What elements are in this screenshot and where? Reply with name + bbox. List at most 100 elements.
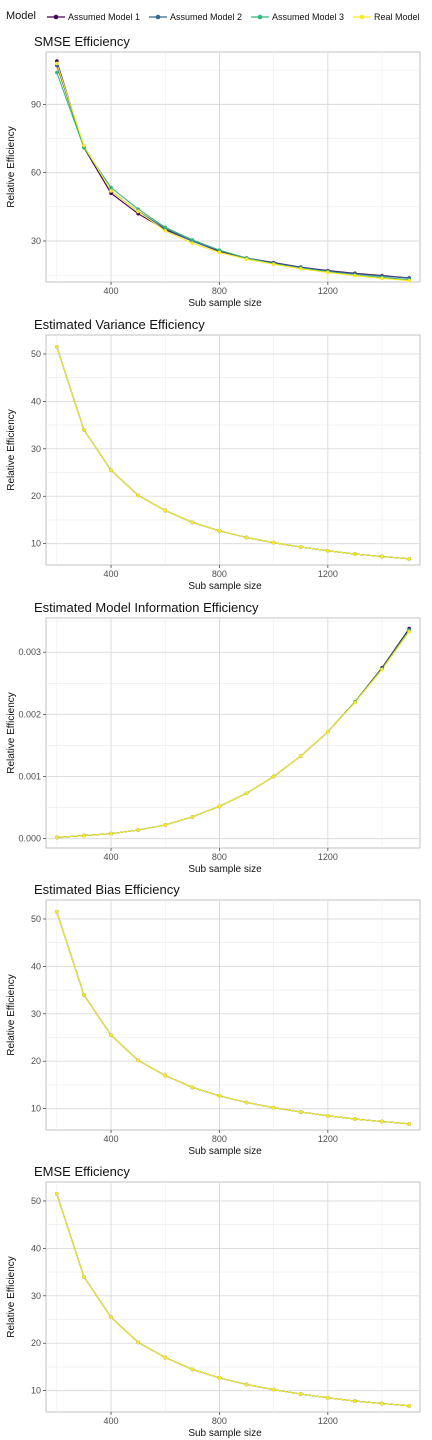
data-point [136,493,140,498]
data-point [163,823,168,827]
data-point [298,754,303,758]
y-axis-title: Relative Efficiency [6,974,17,1056]
data-point [271,262,276,267]
x-tick-label: 1200 [318,852,338,862]
y-tick-label: 20 [31,1338,41,1348]
y-tick-label: 0.003 [18,647,41,657]
y-tick-label: 60 [31,168,41,178]
legend-key-icon [47,14,65,20]
plot-panel [45,1181,421,1413]
data-point [109,189,113,193]
plot-panel [45,51,421,283]
data-point [55,910,59,914]
chart-svg: EMSE Efficiency 400 800 1200 10 20 30 40 50 Sub s… [6,1164,421,1439]
y-tick-label: 50 [31,914,41,924]
data-point [298,1110,303,1114]
data-point [271,540,276,545]
data-point [326,729,330,734]
legend-title: Model [6,10,36,22]
data-point [55,345,59,349]
data-point [244,257,249,262]
data-point [353,273,357,278]
y-axis-title: Relative Efficiency [6,126,17,208]
legend-label: Assumed Model 3 [272,12,345,22]
y-axis-title: Relative Efficiency [6,409,17,491]
data-point [190,241,195,246]
plot-panel [45,334,421,566]
data-point [190,1085,195,1090]
data-point [380,667,384,672]
x-tick-label: 1200 [318,1416,338,1426]
data-point [55,61,59,66]
chart-title: SMSE Efficiency [34,34,130,49]
chart-title: Estimated Model Information Efficiency [34,600,259,615]
y-tick-label: 30 [31,236,41,246]
y-tick-label: 30 [31,444,41,454]
data-point [136,828,140,832]
chart-title: Estimated Bias Efficiency [34,882,180,897]
series-line [56,63,410,282]
legend-label: Real Model [374,12,420,22]
x-tick-label: 400 [104,1416,119,1426]
y-tick-label: 10 [31,1104,41,1114]
data-point [109,1315,113,1319]
x-tick-label: 400 [104,852,119,862]
x-tick-label: 800 [212,852,227,862]
y-axis-title: Relative Efficiency [6,692,17,774]
y-tick-label: 0.001 [18,772,41,782]
data-point [190,815,195,819]
x-tick-label: 400 [104,569,119,579]
y-tick-label: 10 [31,539,41,549]
data-point [55,835,59,840]
data-point [244,791,249,796]
data-point [244,1100,249,1105]
y-tick-label: 30 [31,1291,41,1301]
data-point [353,1117,357,1121]
data-point [380,1401,384,1406]
data-point [407,629,411,634]
x-axis-title: Sub sample size [188,1146,262,1157]
chart-svg: Estimated Variance Efficiency 400 800 1200 1… [6,317,421,592]
data-point [190,238,195,242]
x-tick-label: 800 [212,286,227,296]
data-point [136,1058,140,1063]
data-point [109,185,113,190]
data-point [407,278,411,283]
data-point [407,1122,411,1126]
data-point [190,1367,195,1372]
data-point [109,831,113,836]
y-tick-label: 40 [31,396,41,406]
data-point [244,1382,249,1387]
data-point [163,228,168,233]
data-point [136,1340,140,1345]
data-point [353,1399,357,1403]
x-tick-label: 800 [212,569,227,579]
data-point [82,1275,86,1279]
data-point [109,468,113,472]
chart-svg: Estimated Bias Efficiency 400 800 1200 10 20 3… [6,882,421,1157]
data-point [217,529,222,533]
x-axis-title: Sub sample size [188,1428,262,1439]
chart-title: EMSE Efficiency [34,1164,130,1179]
chart-estimated-bias-efficiency: Estimated Bias Efficiency 400 800 1200 10 20 3… [0,878,432,1158]
y-axis-title: Relative Efficiency [6,1256,17,1338]
y-tick-label: 40 [31,1243,41,1253]
series-line [56,1193,410,1407]
x-axis-title: Sub sample size [188,581,262,592]
chart-estimated-variance-efficiency: Estimated Variance Efficiency 400 800 1200 1… [0,313,432,593]
y-tick-label: 50 [31,349,41,359]
data-point [109,1033,113,1037]
series-line [56,911,410,1125]
y-tick-label: 40 [31,961,41,971]
data-point [244,535,249,540]
data-point [82,993,86,997]
y-tick-label: 50 [31,1196,41,1206]
x-tick-label: 400 [104,1134,119,1144]
legend-label: Assumed Model 1 [68,12,141,22]
data-point [82,833,86,838]
data-point [217,1376,222,1380]
chart-smse-efficiency: SMSE Efficiency 400 800 1200 30 60 90 Sub sampl… [0,30,432,310]
data-point [163,1073,168,1078]
data-point [407,557,411,561]
data-point [55,70,59,75]
